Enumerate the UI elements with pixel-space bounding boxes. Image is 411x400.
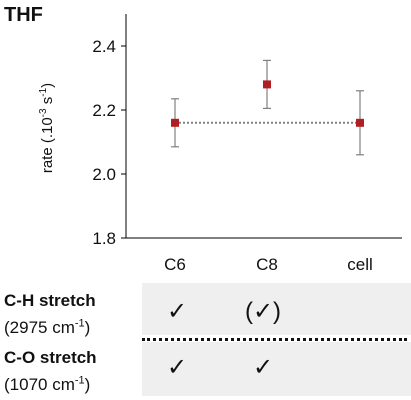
data-point bbox=[263, 80, 271, 89]
row-label-co: C-O stretch (1070 cm-1) bbox=[4, 347, 97, 396]
row-name: C-H stretch bbox=[4, 291, 96, 310]
data-point bbox=[171, 118, 179, 127]
cell-ch-c6: ✓ bbox=[166, 298, 188, 325]
y-tick-label: 2.4 bbox=[92, 37, 116, 56]
y-tick-label: 2.2 bbox=[92, 101, 116, 120]
data-points bbox=[171, 59, 364, 156]
cell-co-c6: ✓ bbox=[166, 354, 188, 381]
x-tick-label: C8 bbox=[256, 255, 278, 274]
row-wavenumber: (1070 cm-1) bbox=[4, 374, 91, 394]
table-divider bbox=[142, 338, 407, 341]
y-tick-label: 1.8 bbox=[92, 229, 116, 248]
row-name: C-O stretch bbox=[4, 348, 97, 367]
x-tick-labels: C6 C8 cell bbox=[164, 255, 373, 274]
y-tick-label: 2.0 bbox=[92, 165, 116, 184]
figure-title: THF bbox=[4, 4, 43, 26]
table-row-bg-co bbox=[142, 342, 411, 396]
cell-ch-c8: (✓) bbox=[244, 298, 282, 325]
data-point bbox=[356, 118, 364, 127]
cell-co-c8: ✓ bbox=[252, 354, 274, 381]
chart: rate (.10-3 s-1) 1.8 2.0 2.2 2.4 C6 C8 cell bbox=[38, 14, 402, 274]
x-tick-label: C6 bbox=[164, 255, 186, 274]
x-tick-label: cell bbox=[347, 255, 373, 274]
row-label-ch: C-H stretch (2975 cm-1) bbox=[4, 290, 96, 339]
row-wavenumber: (2975 cm-1) bbox=[4, 317, 91, 337]
table-row-bg-ch bbox=[142, 283, 411, 335]
y-ticks: 1.8 2.0 2.2 2.4 bbox=[92, 37, 126, 248]
y-axis-label: rate (.10-3 s-1) bbox=[38, 83, 56, 173]
